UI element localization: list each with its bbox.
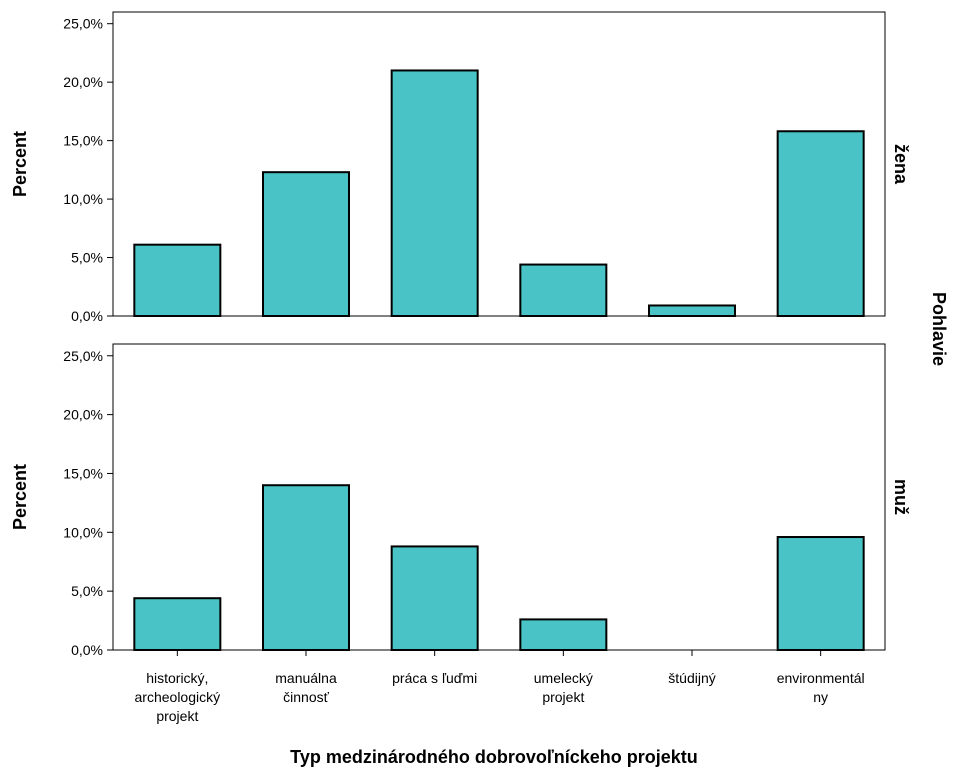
panel-frame xyxy=(112,343,886,651)
y-tick-label: 25,0% xyxy=(63,348,103,364)
y-tick-label: 20,0% xyxy=(63,407,103,423)
y-tick-label: 10,0% xyxy=(63,524,103,540)
y-tick-label: 15,0% xyxy=(63,465,103,481)
y-tick-label: 5,0% xyxy=(71,583,103,599)
x-category-label: štúdijný xyxy=(668,670,715,686)
y-tick-label: 5,0% xyxy=(71,250,103,266)
y-axis-title: Percent xyxy=(10,464,30,530)
panel-label: žena xyxy=(891,144,911,185)
bar xyxy=(262,484,350,651)
x-category-label: environmentál ny xyxy=(777,670,865,705)
facet-axis-title: Pohlavie xyxy=(929,292,949,366)
bar xyxy=(776,536,865,651)
bar xyxy=(133,243,222,317)
x-category-label: historický, archeologický projekt xyxy=(135,670,221,724)
bar xyxy=(390,545,479,652)
bar xyxy=(262,171,350,317)
bar xyxy=(519,263,608,317)
bar xyxy=(390,69,479,318)
y-tick-label: 15,0% xyxy=(63,133,103,149)
bar xyxy=(776,130,865,317)
y-tick-label: 10,0% xyxy=(63,191,103,207)
y-tick-label: 0,0% xyxy=(71,308,103,324)
y-tick-label: 25,0% xyxy=(63,16,103,32)
y-axis-title: Percent xyxy=(10,131,30,197)
y-tick-label: 0,0% xyxy=(71,642,103,658)
bar xyxy=(519,618,608,652)
panel-frame xyxy=(112,11,886,317)
x-category-label: umelecký projekt xyxy=(534,670,593,705)
x-axis-title: Typ medzinárodného dobrovoľníckeho proje… xyxy=(290,747,698,767)
x-category-label: manuálna činnosť xyxy=(275,670,337,705)
panel-label: muž xyxy=(891,479,911,515)
y-tick-label: 20,0% xyxy=(63,74,103,90)
bar xyxy=(648,304,736,318)
x-category-label: práca s ľuďmi xyxy=(392,670,477,686)
bar xyxy=(133,597,222,652)
